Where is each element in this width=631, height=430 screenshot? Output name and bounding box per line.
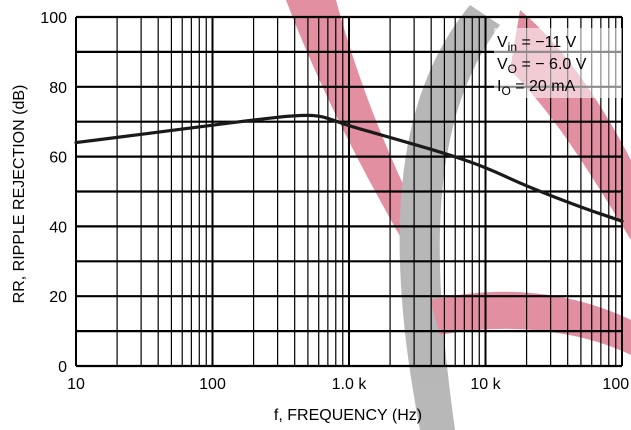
- x-axis-title: f, FREQUENCY (Hz): [274, 407, 422, 424]
- series-layer: [74, 113, 624, 223]
- y-tick-label: 40: [49, 219, 67, 236]
- series-line: [74, 113, 624, 223]
- y-tick-label: 20: [49, 289, 67, 306]
- x-tick-label: 100: [199, 376, 226, 393]
- watermark-gray-band: [399, 5, 500, 430]
- x-tick-label: 10 k: [470, 376, 501, 393]
- condition-vin: Vin = −11 V: [497, 34, 577, 54]
- condition-io: IO = 20 mA: [497, 78, 576, 98]
- operating-conditions: Vin = −11 V VO = − 6.0 V IO = 20 mA: [494, 28, 622, 98]
- y-tick-label: 60: [49, 150, 67, 167]
- y-axis-title: RR, RIPPLE REJECTION (dB): [11, 85, 28, 304]
- y-tick-label: 80: [49, 80, 67, 97]
- condition-vo: VO = − 6.0 V: [497, 56, 587, 76]
- tick-labels: 10 100 1.0 k 10 k 100 k 0 20 40 60 80 100: [40, 10, 631, 393]
- y-tick-label: 0: [58, 359, 67, 376]
- x-tick-label: 10: [67, 376, 85, 393]
- y-tick-label: 100: [40, 10, 67, 27]
- conditions-background: [494, 28, 622, 98]
- x-tick-label: 1.0 k: [332, 376, 368, 393]
- x-tick-label: 100 k: [602, 376, 631, 393]
